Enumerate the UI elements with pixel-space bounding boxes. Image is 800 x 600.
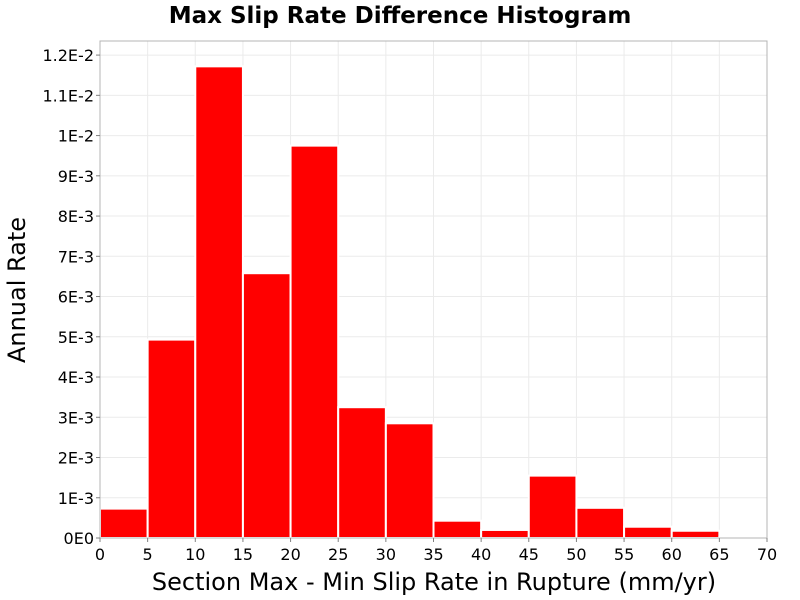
histogram-bar [146,338,197,539]
y-axis-title: Annual Rate [3,217,31,363]
x-tick-label: 55 [614,545,634,564]
y-tick-label: 2E-3 [58,449,94,468]
x-tick-label: 25 [328,545,348,564]
x-tick-label: 50 [566,545,586,564]
y-tick-label: 0E0 [64,529,94,548]
histogram-bar [289,144,340,539]
y-tick-label: 1E-3 [58,489,94,508]
y-tick-label: 6E-3 [58,288,94,307]
x-tick-label: 45 [519,545,539,564]
y-tick-label: 4E-3 [58,368,94,387]
bars [99,65,768,540]
y-tick-label: 8E-3 [58,207,94,226]
x-tick-label: 0 [95,545,105,564]
histogram-bar [432,519,483,540]
x-tick-label: 5 [143,545,153,564]
histogram-bar [575,506,626,539]
x-tick-label: 30 [376,545,396,564]
histogram-bar [480,528,530,539]
histogram-bar [527,474,578,539]
y-axis-ticks: 0E0 1E-3 2E-3 3E-3 4E-3 5E-3 6E-3 7E-3 8E-3 9E-3 1… [42,46,100,548]
histogram-bar [241,272,292,539]
y-tick-label: 3E-3 [58,408,94,427]
histogram-bar [194,65,244,540]
histogram-bar [623,525,673,540]
x-tick-label: 60 [662,545,682,564]
x-tick-label: 65 [709,545,729,564]
histogram-bar [384,422,435,539]
y-tick-label: 7E-3 [58,247,94,266]
y-tick-label: 9E-3 [58,167,94,186]
y-tick-label: 1.1E-2 [42,86,94,105]
y-tick-label: 5E-3 [58,328,94,347]
histogram-bar [99,507,149,540]
x-tick-label: 20 [280,545,300,564]
y-tick-label: 1.2E-2 [42,46,94,65]
x-axis-title: Section Max - Min Slip Rate in Rupture (… [152,568,716,596]
x-axis-ticks: 0 5 10 15 20 25 30 35 40 45 50 55 60 65 70 [95,537,777,564]
x-tick-label: 70 [757,545,777,564]
chart-title: Max Slip Rate Difference Histogram [169,3,632,29]
x-tick-label: 10 [185,545,205,564]
histogram-bar [670,529,721,540]
x-tick-label: 40 [471,545,491,564]
x-tick-label: 15 [233,545,253,564]
histogram-bar [337,406,387,540]
y-tick-label: 1E-2 [58,127,94,146]
x-tick-label: 35 [423,545,443,564]
